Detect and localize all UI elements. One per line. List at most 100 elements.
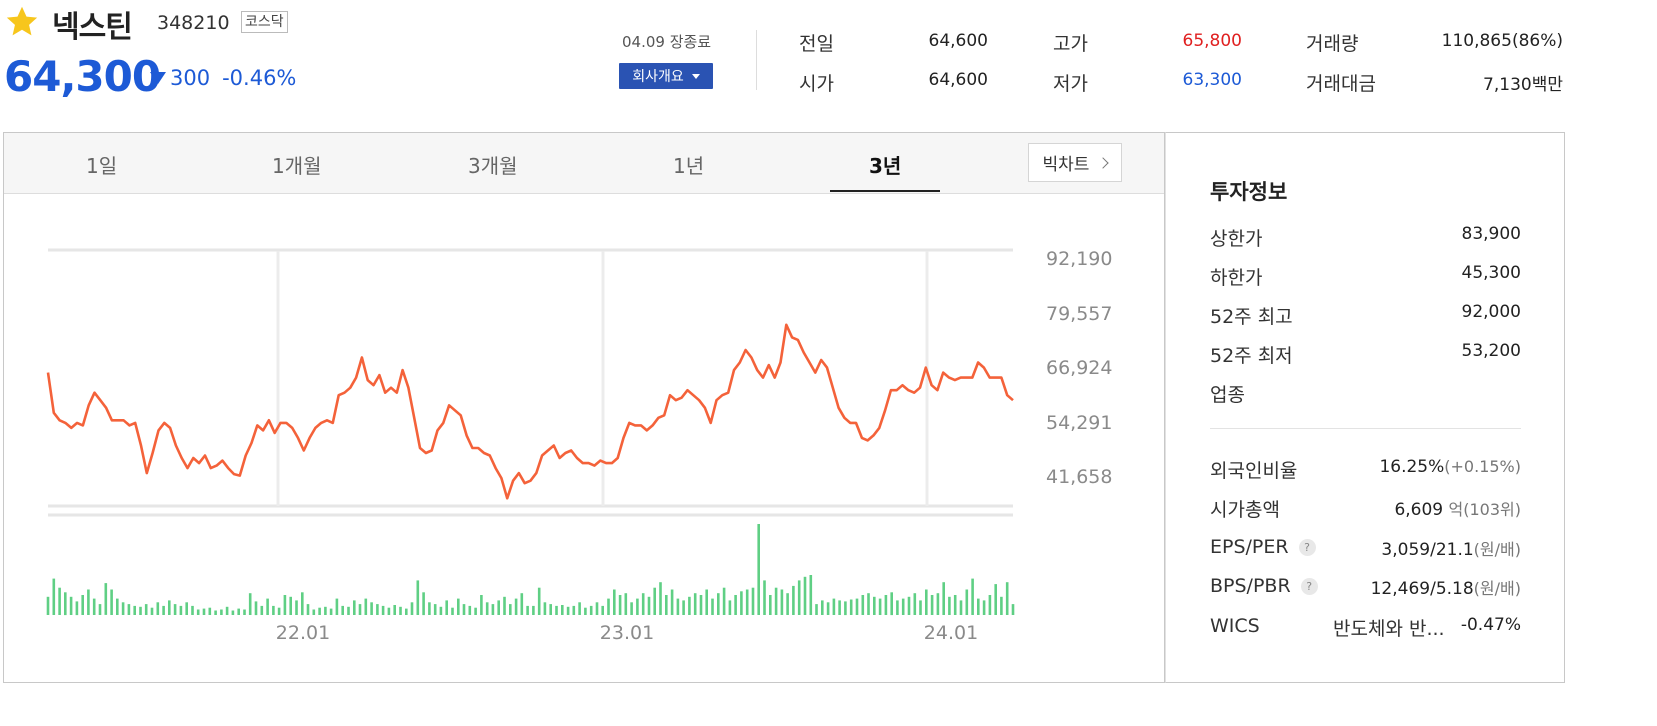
tab-1month[interactable]: 1개월 — [272, 154, 322, 178]
volume-bar — [399, 606, 402, 615]
high-52w-label: 52주 최고 — [1210, 306, 1293, 328]
volume-bar — [329, 608, 333, 615]
volume-bar — [422, 592, 425, 616]
volume-bar — [682, 600, 685, 615]
volume-bar — [520, 593, 524, 615]
volume-bar — [965, 589, 969, 615]
volume-bar — [757, 524, 760, 615]
volume-bar — [641, 593, 645, 615]
volume-bar — [861, 595, 865, 615]
volume-bar — [243, 609, 246, 615]
eps-help-icon[interactable]: ? — [1298, 539, 1316, 556]
volume-bar — [503, 596, 506, 615]
bps-pbr-label: BPS/PBR? — [1210, 575, 1318, 597]
volume-bar — [405, 608, 408, 615]
volume-bar — [688, 596, 691, 615]
invest-info-title: 투자정보 — [1210, 180, 1288, 204]
wics-sector-link[interactable]: 반도체와 반... — [1333, 618, 1445, 640]
foreign-ratio-change: (+0.15%) — [1444, 457, 1521, 476]
invest-info-panel — [1165, 132, 1565, 683]
market-cap-label: 시가총액 — [1210, 499, 1280, 521]
volume-bar — [919, 600, 922, 615]
volume-bar — [665, 595, 668, 615]
volume-bar — [821, 600, 824, 615]
tab-1year[interactable]: 1년 — [673, 154, 705, 178]
volume-bar — [254, 601, 258, 616]
price-line-group — [46, 323, 1014, 500]
company-overview-button[interactable]: 회사개요 — [619, 63, 713, 89]
volume-bar — [780, 589, 784, 615]
volume-bar — [930, 595, 934, 615]
market-cap-amount: 6,609 — [1394, 500, 1444, 520]
volume-bar — [636, 598, 639, 615]
volume-bar — [127, 604, 131, 615]
volume-bar — [474, 607, 477, 615]
volume-bar — [64, 592, 67, 616]
volume-bar — [92, 598, 96, 615]
tab-3year[interactable]: 3년 — [869, 154, 902, 178]
price-chart[interactable]: 92,190 79,557 66,924 54,291 41,658 22.01 23.0… — [0, 0, 1165, 680]
volume-bar — [740, 591, 743, 615]
wics-change: -0.47% — [1460, 615, 1521, 635]
volume-bar — [266, 598, 269, 615]
volume-bar — [855, 598, 859, 615]
volume-bar — [514, 598, 518, 615]
volume-bar — [584, 607, 587, 615]
volume-bar — [370, 602, 373, 615]
volume-bar — [549, 604, 552, 615]
volume-bar — [457, 598, 460, 615]
market-badge: 코스닥 — [241, 11, 288, 33]
bps-help-icon[interactable]: ? — [1300, 578, 1318, 595]
bigchart-button[interactable]: 빅차트 — [1028, 143, 1122, 182]
volume-bar — [318, 607, 321, 615]
volume-bar — [647, 596, 651, 615]
volume-bar — [994, 584, 997, 615]
tab-3month[interactable]: 3개월 — [468, 154, 518, 178]
volume-bar — [769, 595, 772, 615]
x-tick-label: 22.01 — [276, 622, 330, 644]
volume-bar — [572, 605, 576, 615]
volume-bar — [884, 595, 888, 615]
volume-bar — [1005, 582, 1009, 615]
volume-bar — [324, 606, 327, 615]
volume-bar — [797, 580, 801, 615]
caret-down-icon — [691, 73, 700, 79]
volume-bar — [537, 587, 541, 615]
eps-per-numbers: 3,059/21.1 — [1381, 540, 1474, 560]
volume-bar — [803, 576, 807, 615]
volume-bar — [763, 580, 766, 615]
volume-bar — [116, 598, 119, 615]
market-cap-value: 6,609 억(103위) — [1394, 496, 1521, 520]
low-label: 저가 — [1053, 73, 1088, 95]
volume-bar — [179, 605, 183, 615]
volume-bar — [248, 593, 252, 615]
volume-bar — [832, 598, 836, 615]
volume-bar — [272, 605, 275, 615]
volume-bar — [745, 589, 749, 615]
volume-bar — [364, 598, 368, 615]
high-52w-value: 92,000 — [1461, 302, 1521, 322]
volume-bar — [907, 596, 911, 615]
volume-bar — [977, 598, 980, 615]
volume-bar — [543, 602, 547, 615]
current-price: 64,300 — [4, 52, 161, 101]
market-close-status: 04.09 장종료 — [622, 33, 712, 51]
favorite-star-icon[interactable] — [4, 4, 40, 40]
volume-bar — [734, 595, 737, 615]
header-divider — [756, 30, 757, 90]
active-tab-indicator — [830, 190, 940, 192]
volume-bar — [959, 600, 963, 615]
volume-bar — [139, 606, 142, 615]
volume-bar — [901, 598, 905, 615]
volume-bar — [728, 600, 732, 615]
tab-1day[interactable]: 1일 — [86, 154, 118, 178]
volume-bar — [722, 587, 726, 615]
volume-bar — [878, 598, 882, 615]
volume-bar — [133, 605, 136, 615]
volume-bar — [815, 604, 818, 615]
volume-bar — [58, 587, 61, 615]
volume-bar — [566, 606, 570, 615]
volume-bar — [168, 600, 171, 615]
volume-bar — [347, 606, 350, 615]
volume-bar — [1000, 596, 1003, 615]
